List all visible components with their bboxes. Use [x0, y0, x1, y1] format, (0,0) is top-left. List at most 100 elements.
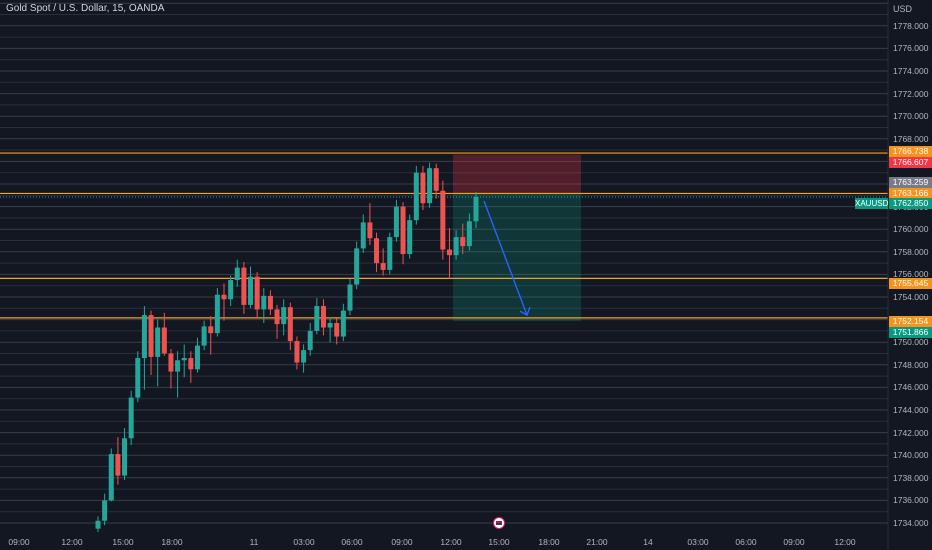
candle-body: [420, 172, 426, 204]
time-tick-label: 06:00: [341, 537, 363, 547]
candle-body: [188, 358, 194, 370]
entry-badge: 1763.166: [889, 188, 932, 199]
time-tick-label: 06:00: [735, 537, 757, 547]
candle-body: [201, 326, 207, 346]
time-tick-label: 18:00: [538, 537, 560, 547]
candle-body: [320, 306, 326, 328]
candle-body: [181, 358, 187, 361]
price-tick-label: 1744.000: [893, 405, 929, 415]
candle-body: [433, 168, 439, 191]
support-mid-badge: 1755.645: [889, 278, 932, 289]
time-tick-label: 09:00: [783, 537, 805, 547]
candle-body: [281, 307, 287, 325]
price-tick-label: 1754.000: [893, 292, 929, 302]
candle-body: [194, 345, 200, 370]
candle-body: [155, 327, 161, 357]
candle-body: [115, 454, 121, 476]
price-tick-label: 1776.000: [893, 43, 929, 54]
candle-body: [347, 284, 353, 311]
stop-loss-badge: 1766.607: [889, 157, 932, 168]
time-tick-label: 14: [643, 537, 653, 547]
time-tick-label: 21:00: [586, 537, 608, 547]
candle-body: [413, 172, 419, 221]
chart-title: Gold Spot / U.S. Dollar, 15, OANDA: [6, 3, 165, 14]
price-tick-label: 1734.000: [893, 518, 929, 528]
price-tick-label: 1750.000: [893, 337, 929, 348]
candle-body: [228, 280, 234, 300]
candle-body: [334, 322, 340, 337]
grid-lines: [0, 2, 888, 524]
price-tick-label: 1740.000: [893, 450, 929, 461]
price-tick-label: 1768.000: [893, 133, 929, 144]
candle-body: [175, 360, 181, 372]
candle-body: [108, 454, 114, 501]
price-tick-label: 1756.000: [893, 269, 929, 280]
time-tick-label: 09:00: [8, 537, 30, 547]
price-tick-label: 1758.000: [893, 246, 929, 257]
candle-body: [221, 294, 227, 300]
candle-body: [294, 341, 300, 363]
candle-body: [301, 350, 307, 363]
time-tick-label: 15:00: [112, 537, 134, 547]
candle-body: [214, 294, 220, 334]
time-tick-label: 12:00: [440, 537, 462, 547]
candle-body: [440, 190, 446, 250]
candle-body: [380, 263, 386, 270]
candle-body: [374, 238, 380, 264]
candle-body: [407, 220, 413, 255]
projection-arrow[interactable]: [483, 200, 531, 317]
candle-body: [460, 237, 466, 247]
take-profit-badge: 1751.866: [889, 327, 932, 338]
price-tick-label: 1772.000: [893, 88, 929, 99]
price-tick-label: 1738.000: [893, 472, 929, 483]
arrow-head-icon: [519, 306, 531, 317]
price-tick-label: 1736.000: [893, 495, 929, 506]
candle-body: [466, 221, 472, 247]
candle-body: [95, 520, 101, 529]
price-tick-label: 1748.000: [893, 359, 929, 370]
candle-body: [340, 310, 346, 337]
candle-body: [261, 295, 267, 310]
time-tick-label: 15:00: [488, 537, 510, 547]
economic-event-flag-icon[interactable]: [493, 517, 505, 529]
time-tick-label: 12:00: [61, 537, 83, 547]
price-tick-label: 1760.000: [893, 224, 929, 235]
candle-body: [122, 438, 128, 476]
price-tick-label: 1774.000: [893, 66, 929, 76]
candle-body: [354, 248, 360, 285]
candle-body: [208, 326, 214, 334]
candle-body: [267, 295, 273, 310]
candle-body: [393, 206, 399, 238]
candle-body: [360, 222, 366, 249]
candle-body: [287, 307, 293, 342]
time-tick-label: 11: [249, 537, 259, 547]
candle-body: [241, 267, 247, 305]
take-profit-zone[interactable]: [453, 193, 581, 322]
arrow-shaft: [483, 200, 528, 316]
currency-label[interactable]: USD: [893, 4, 913, 14]
candle-body: [327, 322, 333, 328]
candle-body: [254, 276, 260, 310]
candle-body: [367, 222, 373, 239]
support-low-badge: 1752.154: [889, 316, 932, 327]
candle-body: [161, 327, 167, 354]
candles: [95, 162, 479, 533]
candle-body: [248, 276, 254, 305]
time-tick-label: 18:00: [161, 537, 183, 547]
time-tick-label: 09:00: [391, 537, 413, 547]
time-tick-label: 12:00: [834, 537, 856, 547]
candle-body: [400, 206, 406, 255]
candle-body: [168, 353, 174, 372]
candle-body: [427, 168, 433, 204]
candle-body: [141, 315, 147, 359]
candle-body: [446, 249, 452, 256]
candle-body: [234, 267, 240, 281]
candle-body: [473, 196, 479, 222]
candle-body: [453, 237, 459, 256]
time-tick-label: 03:00: [293, 537, 315, 547]
price-tick-label: 1742.000: [893, 427, 929, 438]
stop-loss-zone[interactable]: [453, 154, 581, 194]
resistance-top-badge: 1766.738: [889, 146, 932, 157]
candle-body: [307, 330, 313, 351]
